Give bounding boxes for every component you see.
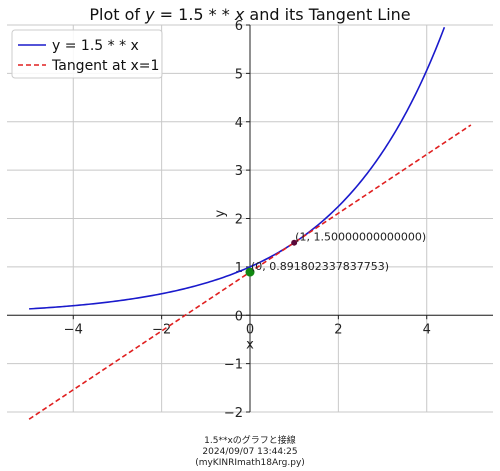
footer-line-1: 1.5**xのグラフと接線	[204, 434, 296, 446]
tick-labels: −4 −2 0 2 4 −2 −1 0 1 2 3 4 5 6	[64, 19, 431, 421]
point-label-0: (1, 1.50000000000000)	[295, 231, 426, 244]
y-tick-label: 6	[235, 19, 243, 34]
y-tick-label: 4	[235, 116, 243, 131]
y-axis-label: y	[213, 210, 228, 218]
chart-title: Plot of y = 1.5 * * x and its Tangent Li…	[89, 5, 410, 24]
x-tick-label: −4	[64, 322, 83, 337]
x-tick-label: 2	[334, 322, 342, 337]
y-tick-label: 2	[235, 213, 243, 228]
y-tick-label: 0	[235, 309, 243, 324]
y-tick-label: −2	[224, 406, 243, 421]
legend: y = 1.5 * * x Tangent at x=1	[11, 29, 163, 79]
legend-label-1: Tangent at x=1	[51, 58, 159, 74]
series-line-0	[29, 26, 446, 310]
x-axis-label: x	[246, 337, 254, 352]
point-marker-0	[291, 239, 298, 246]
y-tick-label: 5	[235, 67, 243, 82]
y-tick-label: −1	[224, 358, 243, 373]
point-label-1: (0, 0.891802337837753)	[251, 260, 389, 273]
x-tick-label: 0	[246, 322, 254, 337]
legend-label-0: y = 1.5 * * x	[52, 38, 139, 54]
y-tick-label: 1	[235, 261, 243, 276]
point-marker-1	[245, 267, 255, 277]
points-group: (1, 1.50000000000000) (0, 0.8918023378377…	[245, 231, 426, 277]
footer-line-2: 2024/09/07 13:44:25	[202, 447, 297, 457]
y-tick-label: 3	[235, 164, 243, 179]
footer-line-3: (myKINRImath18Arg.py)	[195, 458, 305, 468]
x-tick-label: 4	[423, 322, 431, 337]
axes	[7, 24, 493, 413]
x-tick-label: −2	[152, 322, 171, 337]
legend-box	[11, 29, 163, 79]
